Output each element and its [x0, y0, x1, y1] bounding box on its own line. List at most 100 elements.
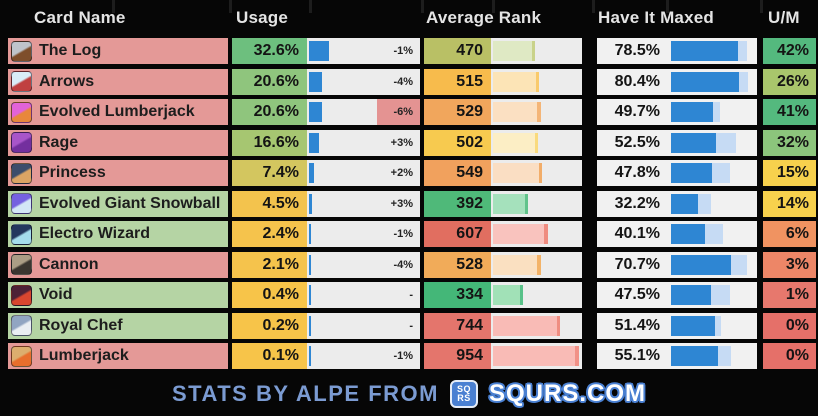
rank-bar-cell [491, 312, 582, 339]
um-cell: 1% [763, 282, 816, 309]
void-icon [11, 284, 32, 306]
header-tick [492, 0, 495, 13]
usage-bar [309, 285, 312, 306]
usage-value-cell: 7.4% [232, 160, 307, 187]
rank-bar [493, 41, 536, 61]
card-name-cell: Evolved Giant Snowball [8, 190, 228, 217]
card-name-cell: Royal Chef [8, 312, 228, 339]
have-it-maxed-bar [671, 193, 699, 214]
card-name-cell: Evolved Lumberjack [8, 99, 228, 126]
rank-bar [493, 285, 524, 306]
usage-value: 0.1% [262, 347, 299, 365]
rank-bar-cell [491, 99, 582, 126]
rank-bar-marker [524, 193, 529, 214]
princess-icon [11, 162, 32, 184]
average-rank-value: 549 [456, 164, 483, 182]
card-name-label: Lumberjack [39, 347, 129, 365]
usage-value: 4.5% [262, 194, 299, 212]
card-name-label: Void [39, 286, 73, 304]
usage-trend-value: -1% [393, 228, 413, 241]
um-cell: 26% [763, 68, 816, 95]
usage-value: 0.2% [262, 316, 299, 334]
usage-trend-value: -6% [393, 106, 413, 119]
average-rank-cell: 529 [424, 99, 491, 126]
logo-text-top: SQ [456, 383, 471, 394]
have-it-maxed-cell: 47.5% [597, 282, 757, 309]
card-name-cell: Rage [8, 129, 228, 156]
card-name-cell: Arrows [8, 68, 228, 95]
rank-bar [493, 315, 560, 336]
col-header-um: U/M [768, 8, 800, 27]
usage-trend-value: +2% [390, 167, 413, 180]
usage-value-cell: 32.6% [232, 38, 307, 64]
rank-bar-marker [531, 41, 536, 61]
card-name-label: Evolved Giant Snowball [39, 194, 221, 212]
footer-credit: STATS BY ALPE FROM [172, 381, 439, 406]
have-it-maxed-bar [671, 132, 716, 153]
col-header-usage: Usage [236, 8, 289, 27]
usage-value: 7.4% [262, 164, 299, 182]
um-value: 6% [785, 225, 809, 243]
rank-bar-marker [556, 315, 560, 336]
um-value: 32% [776, 133, 809, 151]
usage-value-cell: 20.6% [232, 99, 307, 126]
header-tick [309, 0, 312, 13]
evolved-lumberjack-icon [11, 101, 32, 123]
table-row: Rage 16.6% +3% 502 52.5% 32% [0, 129, 816, 156]
average-rank-value: 392 [456, 194, 483, 212]
um-cell: 0% [763, 343, 816, 370]
card-name-cell: Cannon [8, 251, 228, 278]
usage-trend-value: +3% [390, 197, 413, 210]
table-header: Card Name Usage Average Rank Have It Max… [0, 0, 818, 36]
arrows-icon [11, 71, 32, 93]
have-it-maxed-bar [671, 102, 714, 123]
usage-bar-cell: - [307, 312, 420, 339]
have-it-maxed-cell: 80.4% [597, 68, 757, 95]
average-rank-value: 470 [456, 42, 483, 59]
usage-bar [309, 315, 312, 336]
usage-value-cell: 16.6% [232, 129, 307, 156]
rank-bar [493, 346, 579, 367]
evolved-giant-snowball-icon [11, 193, 32, 215]
average-rank-value: 502 [456, 133, 483, 151]
col-header-have-it-maxed: Have It Maxed [598, 8, 714, 27]
usage-value-cell: 0.4% [232, 282, 307, 309]
table-rows: The Log 32.6% -1% 470 78.5% 42% Arrows 20.6% -4%… [0, 38, 816, 370]
have-it-maxed-value: 80.4% [614, 72, 660, 90]
col-header-card-name: Card Name [34, 8, 126, 27]
average-rank-cell: 515 [424, 68, 491, 95]
rank-bar-marker [519, 285, 524, 306]
header-tick [760, 0, 763, 13]
um-cell: 6% [763, 221, 816, 248]
um-value: 0% [785, 316, 809, 334]
col-header-average-rank: Average Rank [426, 8, 542, 27]
header-tick [421, 0, 424, 13]
have-it-maxed-value: 55.1% [614, 347, 660, 365]
table-row: Lumberjack 0.1% -1% 954 55.1% 0% [0, 343, 816, 370]
usage-bar-cell: -6% [307, 99, 420, 126]
um-cell: 41% [763, 99, 816, 126]
have-it-maxed-cell: 70.7% [597, 251, 757, 278]
table-row: Evolved Lumberjack 20.6% -6% 529 49.7% 41% [0, 99, 816, 126]
card-name-cell: Electro Wizard [8, 221, 228, 248]
have-it-maxed-cell: 40.1% [597, 221, 757, 248]
um-value: 3% [785, 255, 809, 273]
rank-bar [493, 132, 539, 153]
table-row: Arrows 20.6% -4% 515 80.4% 26% [0, 68, 816, 95]
site-link[interactable]: SQURS.COM [488, 380, 646, 407]
have-it-maxed-value: 49.7% [614, 103, 660, 121]
average-rank-value: 744 [456, 316, 483, 334]
um-cell: 32% [763, 129, 816, 156]
table-row: Princess 7.4% +2% 549 47.8% 15% [0, 160, 816, 187]
rank-bar-cell [491, 190, 582, 217]
usage-value: 2.4% [262, 225, 299, 243]
rank-bar-marker [538, 163, 543, 184]
card-name-label: Evolved Lumberjack [39, 103, 195, 121]
um-cell: 3% [763, 251, 816, 278]
header-tick [666, 0, 669, 13]
usage-bar-cell: -1% [307, 221, 420, 248]
logo-text-bottom: RS [457, 393, 471, 403]
average-rank-value: 607 [456, 225, 483, 243]
um-value: 0% [785, 347, 809, 365]
rank-bar [493, 163, 543, 184]
